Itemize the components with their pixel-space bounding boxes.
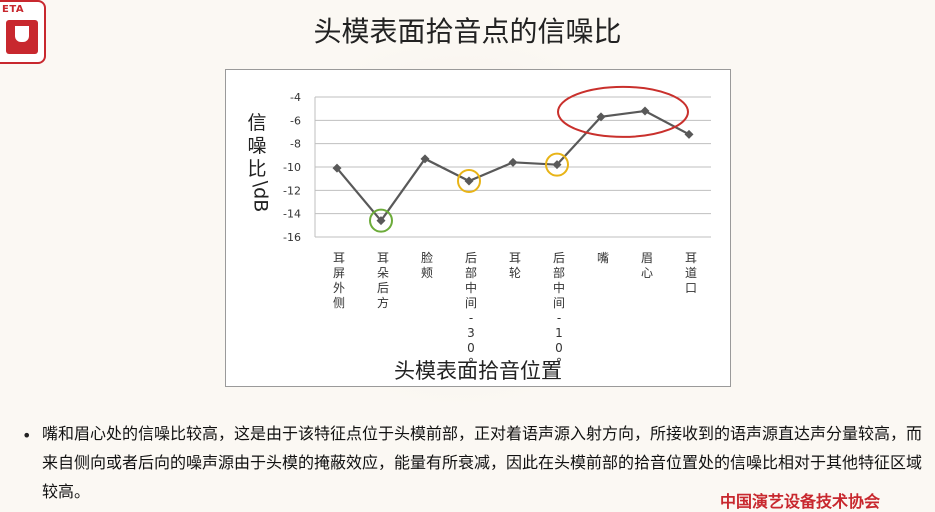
x-tick-label-char: 中 bbox=[553, 280, 565, 295]
x-tick-label-char: 中 bbox=[465, 280, 477, 295]
x-tick-label-char: 耳 bbox=[685, 251, 697, 265]
x-tick-label-char: 脸 bbox=[421, 251, 433, 265]
x-tick-label: 耳道口 bbox=[685, 251, 697, 295]
x-tick-label-char: 部 bbox=[465, 265, 477, 280]
x-tick-label-char: 侧 bbox=[333, 296, 345, 310]
footer-organization: 中国演艺设备技术协会 bbox=[720, 492, 881, 511]
body-paragraph: 嘴和眉心处的信噪比较高，这是由于该特征点位于头模前部，正对着语声源入射方向，所接… bbox=[42, 424, 923, 501]
x-tick-label: 嘴 bbox=[597, 251, 609, 265]
x-tick-label-char: ° bbox=[556, 356, 562, 370]
data-point bbox=[552, 160, 562, 170]
x-tick-label-char: 眉 bbox=[641, 251, 653, 265]
x-tick-label: 后部中间-3 0 ° bbox=[465, 251, 477, 370]
x-tick-label-char: 口 bbox=[685, 281, 697, 295]
x-tick-label-char: - bbox=[469, 311, 473, 325]
y-axis-label-char: 噪 bbox=[247, 135, 267, 157]
data-point bbox=[640, 106, 650, 116]
x-tick-label-char: 0 bbox=[555, 341, 563, 355]
x-tick-label-char: 3 bbox=[467, 326, 475, 340]
x-tick-label-char: 后 bbox=[465, 251, 477, 265]
chart-frame bbox=[225, 69, 731, 387]
x-tick-label: 脸颊 bbox=[421, 251, 433, 280]
y-axis-label-char: 信 bbox=[247, 112, 267, 134]
x-tick-label-char: 外 bbox=[333, 281, 345, 295]
bullet-icon: • bbox=[22, 426, 32, 445]
y-tick-label: -10 bbox=[283, 161, 301, 174]
data-point bbox=[464, 176, 474, 186]
x-tick-label-char: 耳 bbox=[333, 251, 345, 265]
highlight-circle bbox=[457, 169, 481, 193]
y-tick-label: -12 bbox=[283, 184, 301, 197]
y-tick-label: -8 bbox=[290, 138, 301, 151]
x-tick-label: 耳轮 bbox=[509, 251, 521, 280]
x-tick-label: 眉心 bbox=[641, 251, 653, 280]
x-tick-label-char: 道 bbox=[685, 266, 697, 280]
slide-title: 头模表面拾音点的信噪比 bbox=[313, 15, 622, 48]
x-tick-label-char: 间 bbox=[465, 296, 477, 310]
data-point bbox=[684, 129, 694, 139]
logo-mark-icon bbox=[6, 20, 38, 54]
x-tick-label-char: 颊 bbox=[421, 266, 433, 280]
x-tick-label: 耳屏外侧 bbox=[333, 251, 345, 310]
x-tick-label-char: ° bbox=[468, 356, 474, 370]
logo-text: ETA bbox=[2, 4, 25, 15]
x-tick-label-char: 1 bbox=[555, 326, 563, 340]
association-logo: ETA bbox=[0, 0, 46, 64]
y-tick-label: -14 bbox=[283, 208, 301, 221]
data-point bbox=[508, 157, 518, 167]
x-tick-label-char: 嘴 bbox=[597, 251, 609, 265]
y-tick-label: -16 bbox=[283, 231, 301, 244]
highlight-circle bbox=[545, 152, 569, 177]
x-tick-label-char: 0 bbox=[467, 341, 475, 355]
x-tick-label-char: 朵 bbox=[377, 266, 389, 280]
x-tick-label-char: 间 bbox=[553, 296, 565, 310]
y-axis-label-unit: \dB bbox=[244, 181, 271, 213]
data-point bbox=[420, 154, 430, 164]
data-point bbox=[332, 163, 342, 173]
x-tick-label: 后部中间-1 0 ° bbox=[553, 251, 565, 370]
highlight-circle bbox=[369, 208, 393, 233]
x-tick-label-char: 屏 bbox=[333, 266, 345, 280]
x-tick-label-char: - bbox=[557, 311, 561, 325]
data-point bbox=[596, 112, 606, 122]
highlight-ellipse bbox=[557, 85, 689, 138]
y-tick-label: -4 bbox=[290, 91, 301, 104]
y-axis-label-main-text: 信噪比 bbox=[244, 112, 270, 181]
y-axis-label-unit-text: \dB bbox=[249, 180, 272, 213]
y-tick-label: -6 bbox=[290, 114, 301, 127]
x-tick-label-char: 心 bbox=[641, 266, 653, 280]
x-tick-label: 耳朵后方 bbox=[377, 251, 389, 310]
data-point bbox=[376, 216, 386, 226]
y-axis-label-char: 比 bbox=[247, 158, 267, 180]
y-axis-label-main: 信噪比 bbox=[244, 112, 270, 181]
x-axis-title: 头模表面拾音位置 bbox=[394, 359, 562, 383]
x-tick-label-char: 耳 bbox=[377, 251, 389, 265]
x-tick-label-char: 耳 bbox=[509, 251, 521, 265]
x-tick-label-char: 部 bbox=[553, 265, 565, 280]
x-tick-label-char: 方 bbox=[377, 295, 389, 310]
x-tick-label-char: 轮 bbox=[509, 266, 521, 280]
y-axis-label: 信噪比 \dB bbox=[244, 112, 271, 213]
x-tick-label-char: 后 bbox=[553, 251, 565, 265]
x-tick-label-char: 后 bbox=[377, 281, 389, 295]
